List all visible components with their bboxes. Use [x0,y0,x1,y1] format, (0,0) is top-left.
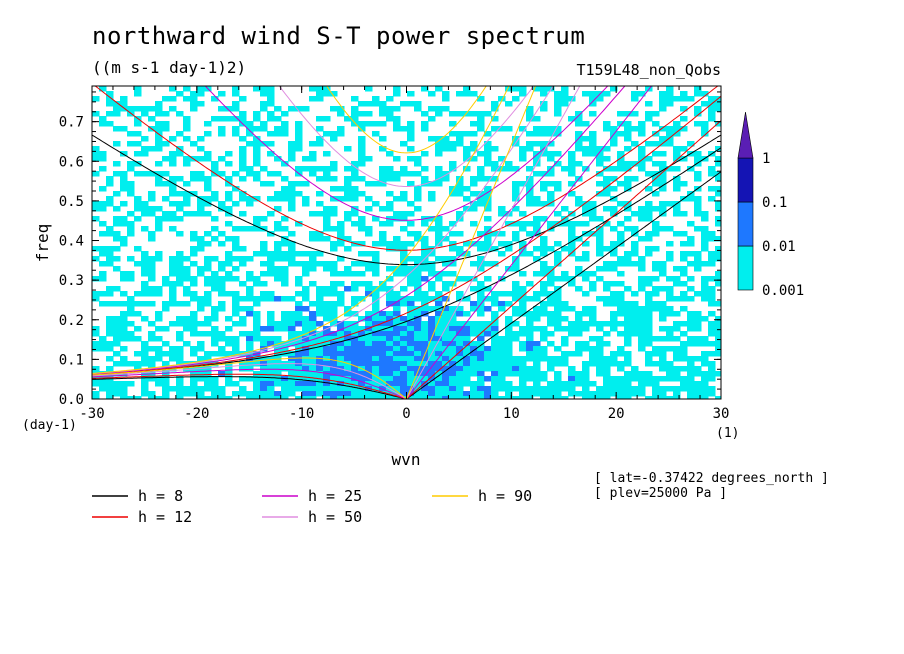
dispersion-line [406,86,537,399]
y-tick-label: 0.2 [59,313,84,329]
colorbar-label: 1 [762,151,770,167]
legend-entry: h = 12 [138,508,192,526]
dispersion-line [92,373,407,399]
y-axis-label: freq [33,224,52,263]
info-box: [ lat=-0.37422 degrees_north ][ plev=250… [594,471,829,501]
power-field [92,86,721,399]
y-tick-label: 0.7 [59,115,84,131]
x-tick-label: 20 [608,406,625,422]
colorbar-band [737,157,754,203]
dispersion-line [92,95,721,376]
legend-entry: h = 90 [478,487,532,505]
y-tick-label: 0.1 [59,352,84,368]
x-tick-label: 0 [402,406,410,422]
colorbar-label: 0.001 [762,283,804,299]
info-line: [ plev=25000 Pa ] [594,486,727,501]
y-tick-label: 0.3 [59,273,84,289]
dispersion-line [92,86,510,374]
dispersion-line [406,171,721,399]
dispersion-line [326,86,487,154]
chart-title: northward wind S-T power spectrum [92,22,586,50]
dispersion-line [92,368,407,399]
info-line: [ lat=-0.37422 degrees_north ] [594,471,829,486]
dispersion-line [406,86,581,399]
dispersion-line [92,363,407,399]
run-label: T159L48_non_Qobs [576,61,722,79]
dispersion-curves [92,86,721,399]
y-tick-label: 0.6 [59,154,84,170]
dispersion-line [94,86,719,251]
x-tick-label: 10 [503,406,520,422]
dispersion-line [92,357,407,399]
x-axis-label: wvn [392,450,421,469]
colorbar-extend-arrow [737,111,754,159]
dispersion-line [92,86,626,375]
legend-entry: h = 25 [308,487,362,505]
x-tick-label: -10 [289,406,314,422]
colorbar-band [737,245,754,291]
colorbar-label: 0.1 [762,195,787,211]
x-tick-label: 30 [713,406,730,422]
y-unit-label: (day-1) [22,418,77,433]
colorbar: 0.001 0.01 0.1 1 [737,111,804,299]
dispersion-line [92,134,721,266]
y-tick-label: 0.4 [59,234,84,250]
x-unit-label: (1) [716,426,739,441]
colorbar-label: 0.01 [762,239,796,255]
legend-entry: h = 50 [308,508,362,526]
dispersion-line [406,120,721,399]
dispersion-line [92,86,554,375]
x-tick-label: -20 [184,406,209,422]
dispersion-line [406,86,653,399]
dispersion-line [92,376,407,399]
x-tick-label: -30 [79,406,104,422]
legend-entry: h = 8 [138,487,183,505]
y-tick-label: 0.0 [59,392,84,408]
y-tick-label: 0.5 [59,194,84,210]
axes: -30 -20 -10 0 10 20 30 0.0 0.1 0.2 0.3 0.4 0.5 0.6 0.7… [22,86,739,469]
legend: h = 8 h = 12 h = 25 h = 50 h = 90 [92,487,532,526]
dispersion-line [278,86,535,187]
colorbar-band [737,201,754,247]
dispersion-line [204,86,609,221]
chart-subtitle: ((m s-1 day-1)2) [92,58,247,77]
